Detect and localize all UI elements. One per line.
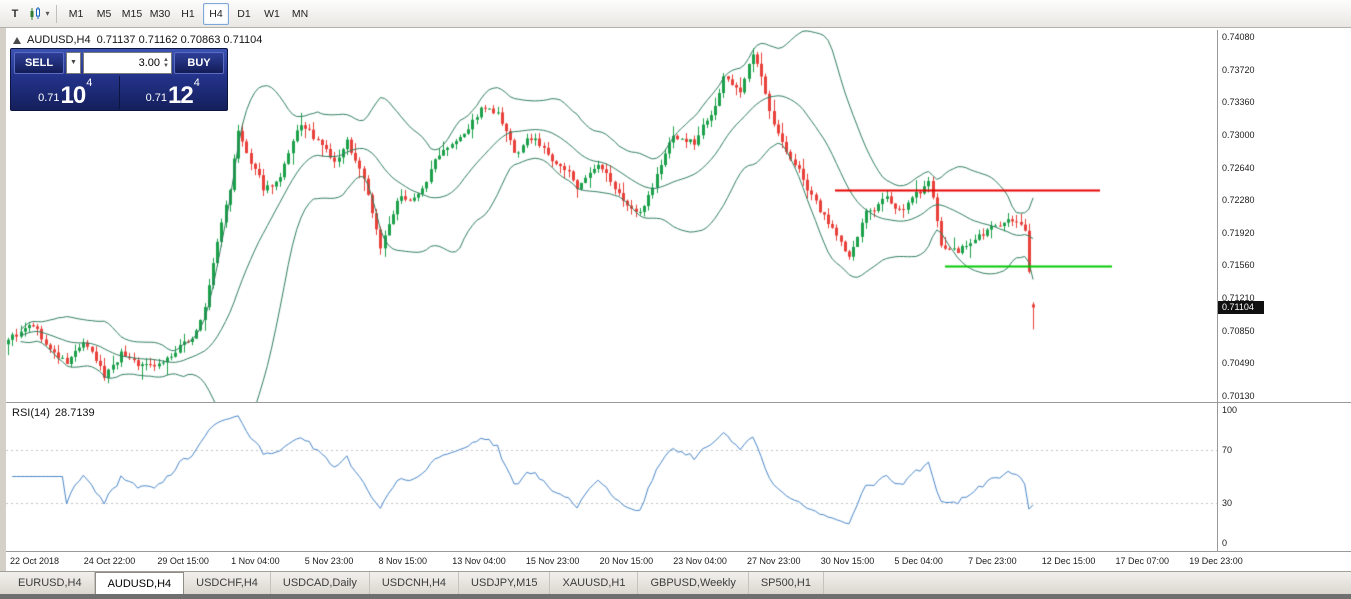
chevron-down-icon: ▾	[45, 9, 50, 18]
buy-price-prefix: 0.71	[145, 92, 168, 104]
time-axis-label: 19 Dec 23:00	[1189, 556, 1243, 566]
chart-symbol-label: AUDUSD,H4	[27, 34, 91, 46]
price-axis-label: 0.73000	[1222, 129, 1255, 140]
chart-objects-button[interactable]: ▾	[27, 2, 51, 26]
rsi-indicator-label: RSI(14) 28.7139	[12, 407, 95, 419]
price-axis-label: 0.72280	[1222, 195, 1255, 206]
time-axis-label: 22 Oct 2018	[10, 556, 60, 566]
toolbar: T ▾ M1 M5 M15 M30 H1 H4 D1 W1 MN	[0, 0, 1351, 28]
chart-tab-eurusd-h4[interactable]: EURUSD,H4	[6, 572, 95, 594]
buy-price-superscript: 4	[193, 77, 200, 89]
trade-panel-divider	[118, 76, 120, 109]
time-axis-label: 12 Dec 15:00	[1041, 556, 1096, 566]
lot-size-value: 3.00	[138, 57, 161, 69]
timeframe-button-m15[interactable]: M15	[121, 7, 143, 20]
price-axis-label: 0.74080	[1222, 32, 1255, 42]
rsi-axis-label: 70	[1222, 444, 1233, 455]
price-axis-label: 0.73720	[1222, 64, 1255, 75]
time-axis-label: 23 Nov 04:00	[673, 556, 727, 566]
rsi-value: 28.7139	[54, 407, 95, 419]
chart-tab-usdcad-daily[interactable]: USDCAD,Daily	[271, 572, 370, 594]
price-axis-label: 0.70130	[1222, 390, 1255, 401]
current-price-tag: 0.71104	[1218, 301, 1264, 314]
sell-button[interactable]: SELL	[14, 52, 64, 74]
time-axis-label: 29 Oct 15:00	[157, 556, 209, 566]
timeframe-button-d1[interactable]: D1	[237, 7, 251, 20]
price-axis: 0.74080 0.73720 0.73360 0.73000 0.72640 0.722…	[1222, 30, 1292, 402]
cursor-tool-button[interactable]: T	[3, 2, 27, 26]
time-axis-label: 20 Nov 15:00	[599, 556, 654, 566]
price-axis-separator	[1217, 30, 1218, 570]
rsi-chart-canvas[interactable]	[6, 404, 1217, 550]
buy-price-big-digits: 12	[168, 82, 194, 109]
timeframe-button-m1[interactable]: M1	[68, 7, 84, 20]
chart-tab-usdcnh-h4[interactable]: USDCNH,H4	[370, 572, 460, 594]
one-click-trading-panel: SELL ▼ 3.00 ▲ ▼ BUY 0.71 10 4 0.71 12 4	[10, 48, 228, 111]
price-axis-label: 0.73360	[1222, 97, 1255, 108]
timeframe-button-m30[interactable]: M30	[149, 7, 171, 20]
sell-price[interactable]: 0.71 10 4	[14, 76, 117, 109]
time-axis-label: 17 Dec 07:00	[1115, 556, 1170, 566]
chart-title: AUDUSD,H4 0.71137 0.71162 0.70863 0.7110…	[13, 34, 262, 46]
buy-price[interactable]: 0.71 12 4	[122, 76, 225, 109]
lot-spinner[interactable]: ▲ ▼	[163, 57, 169, 69]
timeframe-button-m5[interactable]: M5	[96, 7, 112, 20]
time-axis-label: 24 Oct 22:00	[83, 556, 136, 566]
rsi-axis-label: 30	[1222, 498, 1233, 509]
price-axis-label: 0.70490	[1222, 358, 1255, 369]
timeframe-toolbar: M1 M5 M15 M30 H1 H4 D1 W1 MN	[62, 2, 314, 25]
sell-price-big-digits: 10	[60, 82, 87, 109]
cursor-tool-icon: T	[11, 7, 19, 20]
timeframe-button-mn[interactable]: MN	[291, 7, 309, 20]
time-axis-separator	[6, 551, 1351, 552]
buy-button[interactable]: BUY	[174, 52, 224, 74]
chart-tab-audusd-h4[interactable]: AUDUSD,H4	[94, 572, 185, 594]
timeframe-button-h4[interactable]: H4	[203, 2, 229, 25]
spinner-up-icon[interactable]: ▲	[163, 57, 169, 63]
window-bottom-edge	[0, 594, 1351, 599]
time-axis-label: 7 Dec 23:00	[968, 556, 1017, 566]
rsi-axis: 100 70 30 0	[1222, 404, 1292, 550]
price-axis-label: 0.71560	[1222, 260, 1255, 271]
time-axis-label: 1 Nov 04:00	[231, 556, 280, 566]
chart-shift-icon	[13, 36, 21, 44]
sell-price-prefix: 0.71	[38, 92, 60, 104]
time-axis-label: 5 Dec 04:00	[894, 556, 943, 566]
rsi-name: RSI(14)	[12, 407, 50, 419]
toolbar-separator	[56, 4, 57, 23]
lot-dropdown-button[interactable]: ▼	[66, 52, 81, 74]
time-axis: 22 Oct 2018 24 Oct 22:00 29 Oct 15:00 1 Nov…	[6, 552, 1351, 570]
chart-ohlc-label: 0.71137 0.71162 0.70863 0.71104	[96, 34, 263, 46]
time-axis-label: 5 Nov 23:00	[304, 556, 354, 566]
chart-tab-xauusd-h1[interactable]: XAUUSD,H1	[550, 572, 639, 594]
chart-tab-usdjpy-m15[interactable]: USDJPY,M15	[459, 572, 551, 594]
time-axis-label: 15 Nov 23:00	[525, 556, 580, 566]
sell-price-superscript: 4	[86, 77, 93, 89]
price-axis-label: 0.71920	[1222, 227, 1255, 238]
rsi-axis-label: 100	[1222, 405, 1238, 415]
chart-tabs: EURUSD,H4 AUDUSD,H4 USDCHF,H4 USDCAD,Daily U…	[6, 572, 824, 594]
indicator-window-separator[interactable]	[6, 402, 1351, 403]
chart-tab-bar: EURUSD,H4 AUDUSD,H4 USDCHF,H4 USDCAD,Daily U…	[0, 571, 1351, 594]
chart-tab-sp500-h1[interactable]: SP500,H1	[749, 572, 824, 594]
lot-size-input[interactable]: 3.00 ▲ ▼	[83, 52, 172, 74]
price-axis-label: 0.72640	[1222, 162, 1255, 173]
time-axis-label: 8 Nov 15:00	[378, 556, 428, 566]
timeframe-button-h1[interactable]: H1	[181, 7, 195, 20]
time-axis-label: 13 Nov 04:00	[452, 556, 506, 566]
candlestick-chart-icon	[30, 6, 41, 20]
price-axis-label: 0.71210	[1222, 293, 1255, 304]
rsi-axis-label: 0	[1222, 538, 1228, 548]
spinner-down-icon[interactable]: ▼	[163, 63, 169, 69]
timeframe-button-w1[interactable]: W1	[264, 7, 280, 20]
time-axis-label: 30 Nov 15:00	[820, 556, 875, 566]
time-axis-label: 27 Nov 23:00	[747, 556, 801, 566]
chart-tab-gbpusd-weekly[interactable]: GBPUSD,Weekly	[638, 572, 749, 594]
chart-tab-usdchf-h4[interactable]: USDCHF,H4	[184, 572, 271, 594]
price-axis-label: 0.70850	[1222, 325, 1255, 336]
